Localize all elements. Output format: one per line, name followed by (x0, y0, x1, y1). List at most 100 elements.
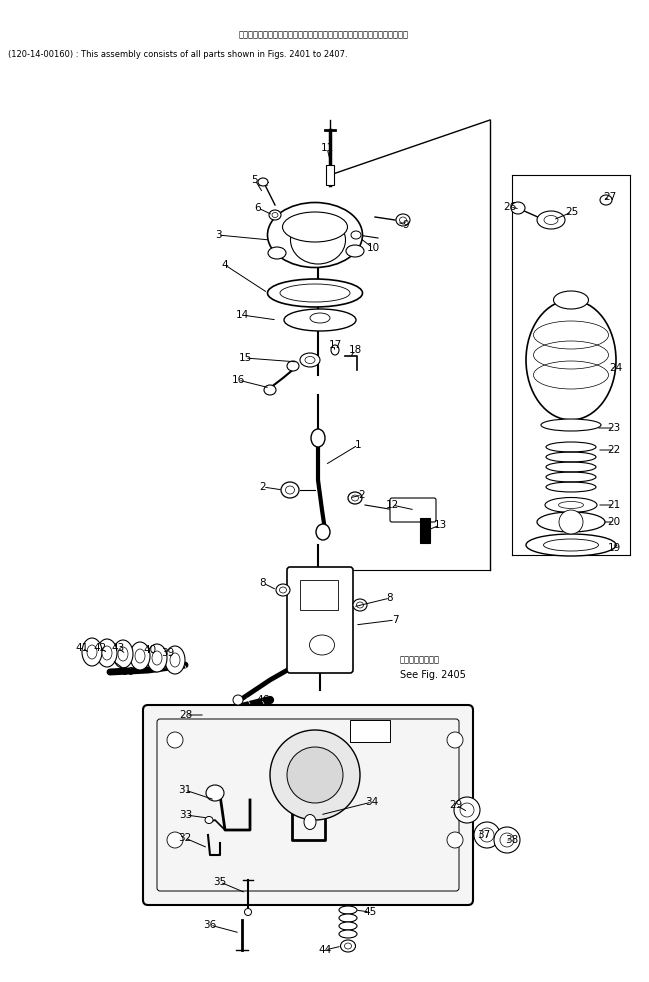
Ellipse shape (331, 345, 339, 355)
Ellipse shape (537, 211, 565, 229)
Text: 12: 12 (386, 500, 398, 510)
Ellipse shape (135, 649, 145, 663)
Ellipse shape (264, 385, 276, 395)
Ellipse shape (543, 539, 598, 551)
Text: 44: 44 (319, 945, 332, 955)
Ellipse shape (130, 642, 150, 670)
Ellipse shape (304, 814, 316, 830)
Text: 5: 5 (252, 175, 258, 185)
Text: 16: 16 (232, 375, 245, 385)
Text: 36: 36 (203, 920, 217, 930)
Ellipse shape (339, 922, 357, 930)
Ellipse shape (544, 215, 558, 225)
Ellipse shape (147, 644, 167, 672)
Text: 13: 13 (434, 520, 447, 530)
Circle shape (167, 732, 183, 748)
Ellipse shape (281, 482, 299, 498)
Ellipse shape (351, 231, 361, 239)
Ellipse shape (305, 356, 315, 363)
Ellipse shape (280, 284, 350, 302)
Ellipse shape (165, 646, 185, 674)
Ellipse shape (206, 785, 224, 801)
Text: 15: 15 (238, 353, 252, 363)
Text: このアセンブリの構成部品は第２４．１図から第２４．７図まで含みます．: このアセンブリの構成部品は第２４．１図から第２４．７図まで含みます． (239, 30, 409, 39)
Ellipse shape (269, 210, 281, 220)
Circle shape (287, 747, 343, 803)
Ellipse shape (170, 653, 180, 667)
Circle shape (474, 822, 500, 848)
Circle shape (460, 803, 474, 817)
Text: 2: 2 (260, 482, 266, 492)
Ellipse shape (346, 245, 364, 257)
Ellipse shape (310, 313, 330, 323)
FancyBboxPatch shape (287, 567, 353, 673)
Text: 37: 37 (478, 830, 491, 840)
Text: 21: 21 (607, 500, 620, 510)
Ellipse shape (152, 651, 162, 665)
Ellipse shape (310, 635, 334, 655)
Ellipse shape (276, 584, 290, 596)
Ellipse shape (102, 646, 112, 660)
Text: 27: 27 (604, 192, 617, 202)
Circle shape (480, 828, 494, 842)
Ellipse shape (97, 639, 117, 667)
Text: 2: 2 (359, 490, 365, 500)
Text: 19: 19 (607, 543, 620, 553)
Ellipse shape (272, 212, 278, 217)
Text: 4: 4 (222, 260, 228, 270)
Ellipse shape (541, 419, 601, 431)
Text: 24: 24 (609, 363, 622, 373)
Circle shape (270, 730, 360, 820)
Circle shape (494, 827, 520, 853)
Ellipse shape (316, 524, 330, 540)
Ellipse shape (267, 279, 363, 307)
Ellipse shape (287, 361, 299, 371)
Ellipse shape (339, 914, 357, 922)
Circle shape (233, 695, 243, 705)
Text: 14: 14 (236, 310, 249, 320)
Ellipse shape (258, 178, 268, 186)
Text: 30: 30 (121, 667, 134, 677)
Text: 1: 1 (355, 440, 361, 450)
Ellipse shape (291, 216, 345, 264)
Text: 43: 43 (112, 643, 125, 653)
Text: 35: 35 (214, 877, 227, 887)
Text: 38: 38 (506, 835, 519, 845)
Ellipse shape (300, 353, 320, 367)
Ellipse shape (396, 214, 410, 226)
Ellipse shape (286, 486, 295, 494)
Bar (350, 720, 390, 742)
Ellipse shape (353, 599, 367, 611)
Ellipse shape (339, 930, 357, 938)
Ellipse shape (526, 534, 616, 556)
Circle shape (167, 832, 183, 848)
Text: 6: 6 (254, 203, 262, 213)
Ellipse shape (348, 492, 362, 504)
Ellipse shape (267, 202, 363, 267)
Bar (420, 518, 430, 543)
Text: 8: 8 (387, 593, 393, 603)
Ellipse shape (526, 300, 616, 420)
Ellipse shape (600, 195, 612, 205)
Ellipse shape (268, 247, 286, 259)
Text: 46: 46 (256, 695, 269, 705)
Bar (300, 580, 338, 610)
Text: 31: 31 (178, 785, 191, 795)
Ellipse shape (113, 640, 133, 668)
Text: 28: 28 (179, 710, 193, 720)
Text: 41: 41 (75, 643, 89, 653)
Ellipse shape (511, 202, 525, 214)
Text: 10: 10 (367, 243, 380, 253)
Text: 40: 40 (143, 645, 156, 655)
Ellipse shape (545, 498, 597, 513)
Text: 22: 22 (607, 445, 620, 455)
Text: 17: 17 (328, 340, 341, 350)
Circle shape (454, 797, 480, 823)
Text: 42: 42 (93, 643, 106, 653)
Ellipse shape (537, 512, 605, 532)
Ellipse shape (400, 217, 406, 223)
Ellipse shape (356, 602, 363, 608)
FancyBboxPatch shape (143, 705, 473, 905)
Text: 23: 23 (607, 423, 620, 433)
Text: 39: 39 (162, 648, 175, 658)
